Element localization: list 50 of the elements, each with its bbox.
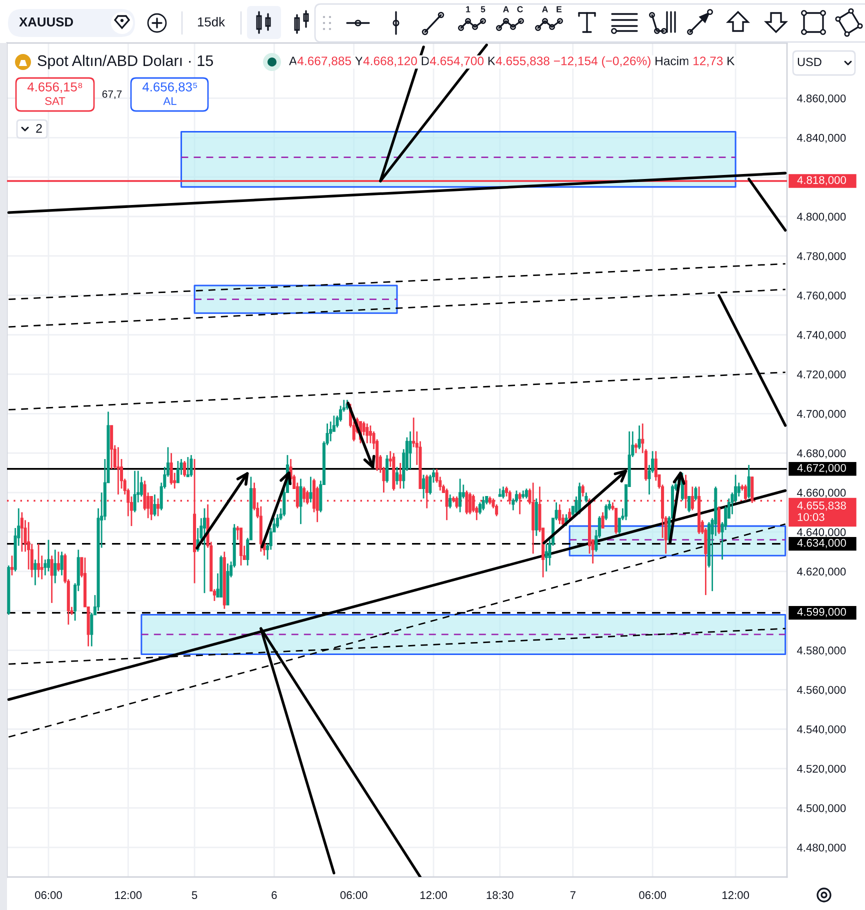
x-tick-label: 12:00 [115, 891, 142, 900]
y-tick-label: 4.760,000 [796, 292, 846, 301]
ref-line-label: 4.599,000 [797, 608, 846, 618]
annotation: 67,7 [102, 90, 122, 100]
annotation: 2 [36, 124, 42, 133]
text: 1 [466, 6, 470, 12]
text: USD [798, 58, 822, 66]
y-tick-label: 4.520,000 [796, 764, 846, 774]
y-tick-label: 4.540,000 [796, 725, 846, 735]
ref-line-label: 4.634,000 [797, 538, 846, 548]
y-tick-label: 4.660,000 [796, 488, 846, 498]
x-tick-label: 6 [272, 891, 277, 900]
ref-line-label: 4.655,838 10:03 [797, 502, 846, 522]
annotation: AL [163, 97, 176, 105]
y-tick-label: 4.580,000 [796, 646, 846, 656]
y-tick-label: 4.500,000 [796, 804, 846, 814]
text: A [542, 6, 548, 12]
x-tick-label: 12:00 [722, 891, 750, 900]
y-tick-label: 4.620,000 [796, 568, 846, 577]
ref-line-label: 4.818,000 [797, 176, 846, 186]
y-tick-label: 4.860,000 [796, 94, 846, 104]
text: A4.667,885 Y4.668,120 D4.654,700 K4.655,838 −12,154 (−0,26%) Hacim 12,73 K [289, 56, 735, 68]
x-tick-label: 7 [570, 891, 576, 899]
x-tick-label: 12:00 [420, 891, 447, 900]
text: A [503, 6, 509, 12]
y-tick-label: 4.480,000 [796, 844, 846, 853]
y-tick-label: 4.800,000 [796, 212, 846, 222]
x-tick-label: 06:00 [35, 891, 62, 900]
y-tick-label: 4.700,000 [796, 410, 846, 420]
y-tick-label: 4.680,000 [796, 449, 846, 459]
text: Spot Altın/ABD Doları · 15 [38, 54, 213, 70]
y-tick-label: 4.640,000 [796, 528, 846, 538]
x-tick-label: 06:00 [340, 891, 368, 900]
x-tick-label: 5 [192, 891, 198, 900]
y-tick-label: 4.560,000 [796, 686, 846, 696]
text: 15dk [198, 16, 226, 26]
ref-line-label: 4.672,000 [797, 464, 846, 474]
y-tick-label: 4.720,000 [796, 370, 846, 380]
annotation: 4.656,15⁸ [27, 82, 82, 93]
text: XAUUSD [19, 17, 73, 26]
x-tick-label: 06:00 [639, 891, 666, 900]
y-tick-label: 4.780,000 [796, 252, 846, 262]
text: C [517, 6, 523, 12]
text: 5 [480, 6, 486, 12]
annotation: 4.656,83⁵ [142, 82, 198, 93]
y-tick-label: 4.840,000 [796, 134, 846, 144]
x-tick-label: 18:30 [486, 891, 514, 900]
text: E [556, 6, 562, 12]
y-tick-label: 4.740,000 [796, 331, 846, 340]
annotation: SAT [45, 97, 66, 105]
